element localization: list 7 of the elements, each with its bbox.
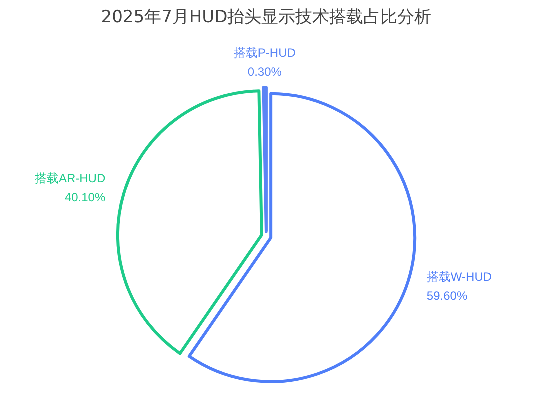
chart-title: 2025年7月HUD抬头显示技术搭载占比分析 [101,8,432,28]
slice-label: 搭载W-HUD [426,270,492,284]
slice-label: 搭载AR-HUD [34,172,106,186]
data-label: 0.30% [248,64,282,79]
data-label: 40.10% [64,190,106,205]
slice-label: 搭载P-HUD [234,46,296,60]
data-label: 59.60% [426,288,468,303]
